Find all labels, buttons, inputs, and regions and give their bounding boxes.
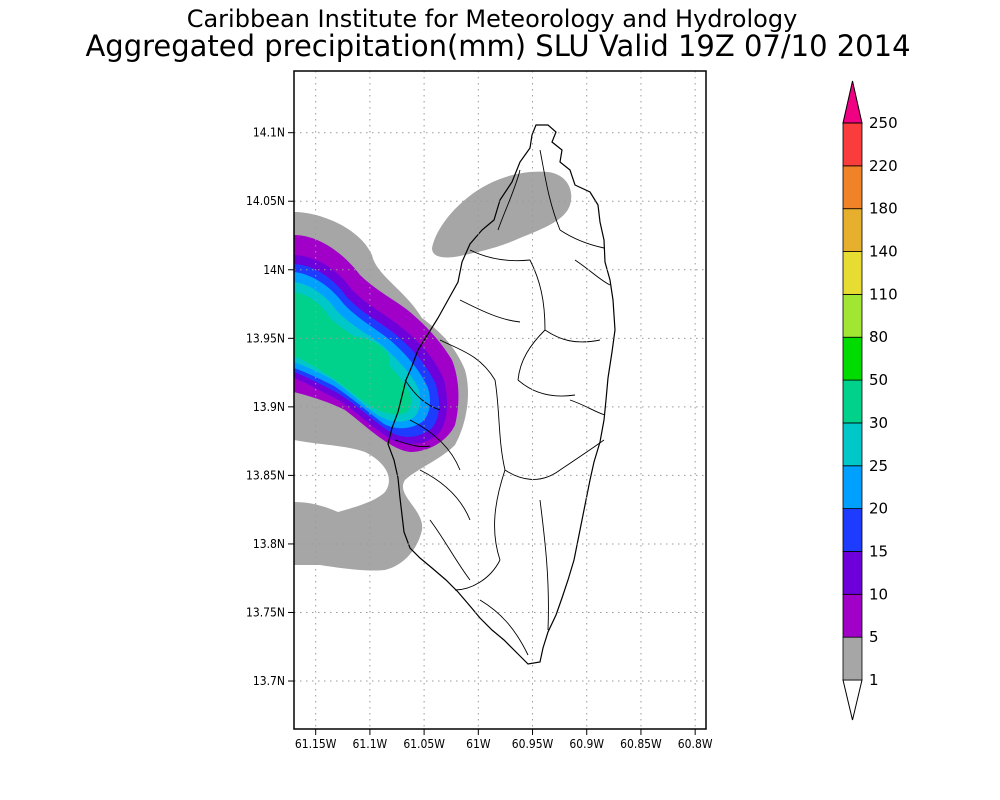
island-outline: [387, 124, 616, 665]
precip-gap: [294, 440, 389, 512]
colorbar-box: [842, 379, 863, 424]
x-tick-label: 60.8W: [678, 737, 713, 751]
colorbar-label: 140: [869, 243, 898, 261]
y-tick-label: 13.85N: [246, 468, 285, 482]
colorbar-box: [842, 336, 863, 381]
y-tick-label: 13.95N: [246, 331, 285, 345]
colorbar-label: 50: [869, 371, 888, 389]
colorbar-box: [842, 422, 863, 467]
colorbar-label: 220: [869, 157, 898, 175]
graticule: [294, 71, 706, 729]
colorbar-label: 20: [869, 500, 888, 518]
x-tick-label: 61W: [466, 737, 491, 751]
colorbar-max-arrow: [842, 80, 863, 124]
x-tick-label: 60.85W: [620, 737, 662, 751]
title-line2: Aggregated precipitation(mm) SLU Valid 1…: [85, 29, 910, 63]
title-line1: Caribbean Institute for Meteorology and …: [187, 5, 798, 33]
colorbar-box: [842, 551, 863, 595]
plot-frame: [293, 70, 707, 730]
colorbar-box: [842, 122, 863, 167]
colorbar-label: 80: [869, 328, 888, 346]
colorbar-label: 1: [869, 671, 879, 689]
y-tick-label: 13.8N: [253, 537, 285, 551]
x-tick-label: 61.05W: [403, 737, 445, 751]
district-lines: [394, 149, 611, 656]
colorbar-box: [842, 251, 863, 295]
colorbar-label: 10: [869, 585, 888, 603]
colorbar-label: 25: [869, 457, 888, 475]
colorbar-box: [842, 636, 863, 681]
colorbar-label: 110: [869, 285, 898, 303]
colorbar-box: [842, 465, 863, 510]
colorbar-label: 5: [869, 628, 879, 646]
colorbar-label: 15: [869, 542, 888, 560]
x-tick-label: 60.9W: [569, 737, 604, 751]
x-tick-label: 61.15W: [295, 737, 337, 751]
precip-layer: [294, 124, 616, 665]
y-tick-label: 13.75N: [246, 605, 285, 619]
colorbar-box: [842, 593, 863, 638]
x-tick-label: 61.1W: [353, 737, 388, 751]
precip-zone-core: [326, 335, 390, 381]
colorbar-label: 30: [869, 414, 888, 432]
colorbar-box: [842, 208, 863, 252]
colorbar-box: [842, 165, 863, 210]
colorbar-label: 250: [869, 114, 898, 132]
y-tick-label: 13.9N: [253, 400, 285, 414]
y-axis-ticks: 14.1N 14.05N 14N 13.95N 13.9N 13.85N 13.8N 13.7…: [246, 126, 294, 688]
colorbar-box: [842, 508, 863, 552]
y-tick-label: 14.05N: [246, 194, 285, 208]
y-tick-label: 14N: [263, 263, 285, 277]
x-tick-label: 60.95W: [512, 737, 554, 751]
x-axis-ticks: 61.15W 61.1W 61.05W 61W 60.95W 60.9W 60.85W 60.…: [295, 729, 713, 751]
colorbar-min-arrow: [842, 679, 863, 721]
precip-zone-1-north: [432, 171, 572, 258]
colorbar-box: [842, 293, 863, 338]
colorbar-label: 180: [869, 200, 898, 218]
y-tick-label: 13.7N: [253, 674, 285, 688]
y-tick-label: 14.1N: [253, 126, 285, 140]
